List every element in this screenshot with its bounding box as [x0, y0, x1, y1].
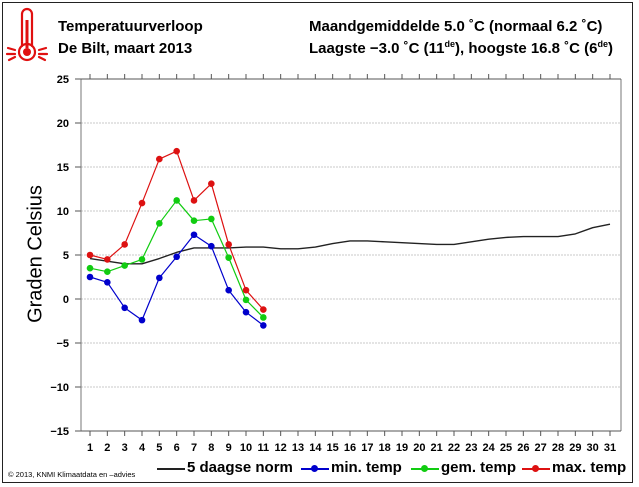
monthly-mean-text: Maandgemiddelde 5.0 ˚C (normaal 6.2 ˚C): [309, 18, 603, 35]
x-tick-label: 13: [292, 442, 304, 454]
x-tick-label: 14: [309, 442, 322, 454]
x-tick-label: 6: [174, 442, 180, 454]
data-point-gem: [208, 215, 215, 223]
extremes-text: Laagste −3.0 ˚C (11de), hoogste 16.8 ˚C …: [309, 39, 614, 58]
data-point-min: [173, 253, 180, 261]
legend-norm-line: [157, 468, 185, 470]
extremes-sup-2: de: [597, 39, 609, 49]
data-point-min: [104, 278, 111, 286]
data-point-max: [86, 251, 94, 259]
x-tick-label: 20: [413, 442, 425, 454]
legend-max-marker: [532, 465, 539, 472]
y-tick-label: −10: [50, 382, 69, 394]
data-point-gem: [260, 314, 267, 321]
x-tick-label: 15: [327, 442, 339, 454]
copyright-credit: © 2013, KNMI Klimaatdata en –advies: [8, 470, 136, 479]
series-line-norm: [89, 223, 611, 265]
y-tick-label: 25: [57, 74, 69, 86]
x-tick-label: 5: [156, 442, 162, 454]
x-tick-label: 23: [465, 442, 477, 454]
data-point-gem: [138, 256, 146, 263]
x-tick-label: 11: [258, 442, 270, 454]
legend-min-label: min. temp: [331, 459, 402, 476]
data-point-min: [190, 231, 198, 239]
extremes-prefix: Laagste −3.0 ˚C (11: [309, 40, 445, 57]
y-tick-label: −15: [50, 426, 69, 438]
x-tick-label: 8: [208, 442, 214, 454]
extremes-sup-1: de: [444, 39, 455, 49]
data-point-max: [138, 199, 146, 207]
x-tick-label: 10: [240, 442, 252, 454]
x-tick-label: 9: [226, 442, 232, 454]
x-tick-label: 17: [361, 442, 373, 454]
extremes-mid: ), hoogste 16.8 ˚C (6: [455, 40, 598, 57]
data-point-max: [121, 241, 128, 248]
y-tick-label: −5: [56, 338, 69, 350]
series-line-max: [89, 150, 264, 310]
data-point-min: [260, 322, 267, 329]
legend-gem-label: gem. temp: [441, 459, 517, 476]
data-point-min: [86, 273, 94, 281]
data-point-gem: [225, 254, 232, 261]
data-point-max: [208, 180, 215, 188]
x-tick-label: 24: [483, 442, 496, 454]
data-point-gem: [173, 197, 180, 204]
x-tick-label: 26: [517, 442, 529, 454]
y-tick-label: 0: [63, 294, 69, 306]
y-tick-label: 5: [63, 250, 69, 262]
data-point-max: [104, 256, 111, 263]
data-point-gem: [121, 262, 128, 269]
y-tick-label: 15: [57, 162, 69, 174]
x-tick-label: 18: [379, 442, 391, 454]
data-point-min: [156, 274, 163, 282]
extremes-suffix: ): [608, 40, 614, 57]
legend-min-marker: [311, 465, 318, 472]
chart-title: Temperatuurverloop: [58, 18, 203, 35]
data-point-gem: [190, 217, 198, 224]
x-tick-label: 12: [275, 442, 287, 454]
data-point-max: [260, 306, 267, 313]
data-point-min: [225, 286, 232, 294]
legend-max-label: max. temp: [552, 459, 627, 476]
data-point-min: [121, 304, 128, 312]
x-tick-label: 28: [552, 442, 564, 454]
x-tick-label: 19: [396, 442, 408, 454]
x-tick-label: 22: [448, 442, 460, 454]
x-tick-label: 4: [139, 442, 146, 454]
x-tick-label: 3: [122, 442, 128, 454]
data-point-min: [208, 242, 215, 250]
data-point-gem: [104, 268, 111, 276]
x-tick-label: 16: [344, 442, 356, 454]
data-point-max: [173, 147, 180, 155]
x-tick-label: 29: [569, 442, 581, 454]
data-point-min: [138, 316, 146, 324]
y-tick-label: 20: [57, 118, 69, 130]
x-tick-label: 27: [535, 442, 547, 454]
data-point-max: [225, 241, 232, 248]
x-tick-label: 25: [500, 442, 512, 454]
data-point-gem: [86, 264, 94, 272]
x-tick-label: 30: [587, 442, 599, 454]
x-tick-label: 21: [431, 442, 443, 454]
data-point-max: [156, 155, 163, 163]
legend-norm-label: 5 daagse norm: [187, 459, 293, 476]
chart-frame: [2, 2, 633, 483]
data-point-gem: [242, 296, 250, 304]
thermometer-icon: [5, 7, 49, 62]
x-tick-label: 1: [87, 442, 93, 454]
x-tick-label: 31: [604, 442, 616, 454]
data-point-gem: [156, 220, 163, 227]
legend-gem-marker: [421, 465, 428, 472]
x-tick-label: 2: [104, 442, 110, 454]
data-point-min: [242, 308, 250, 316]
x-tick-label: 7: [191, 442, 197, 454]
data-point-max: [242, 286, 250, 294]
y-tick-label: 10: [57, 206, 69, 218]
chart-subtitle: De Bilt, maart 2013: [58, 40, 193, 57]
data-point-max: [190, 197, 198, 204]
